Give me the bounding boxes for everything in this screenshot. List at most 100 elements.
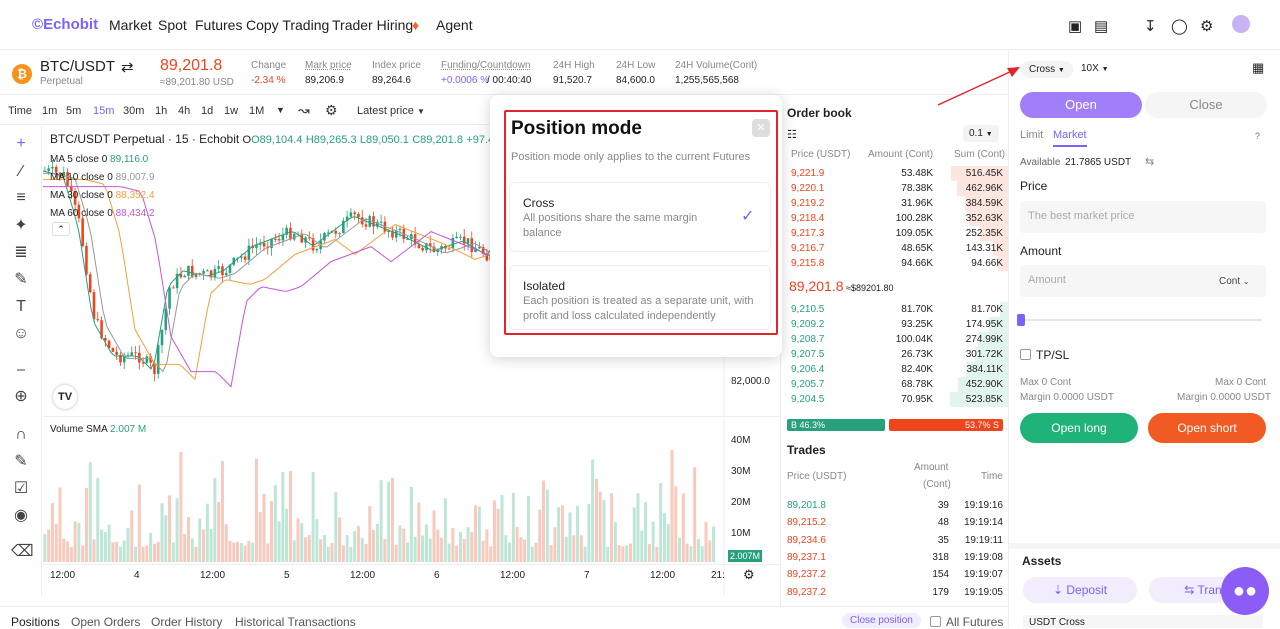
download-icon[interactable]: ↧ <box>1144 18 1157 35</box>
magnet-icon[interactable]: ∩ <box>15 426 27 443</box>
transfer-icon[interactable]: ⇆ <box>1145 156 1155 168</box>
deposit-button[interactable]: ⇣ Deposit <box>1023 577 1137 603</box>
precision-select[interactable]: 0.1 ▼ <box>963 125 999 142</box>
order-book: Order book ☷ 0.1 ▼ Price (USDT) Amount (… <box>780 97 1009 607</box>
limit-tab[interactable]: Limit <box>1020 129 1044 141</box>
interval-1w[interactable]: 1w <box>224 105 239 117</box>
tab-historical-transactions[interactable]: Historical Transactions <box>235 615 356 629</box>
settings-icon[interactable]: ⚙ <box>325 102 338 118</box>
ask-row[interactable]: 9,217.3 109.05K 252.35K <box>781 226 1009 241</box>
candle-body <box>462 236 466 244</box>
swap-icon[interactable]: ⇄ <box>121 59 134 76</box>
tab-order-history[interactable]: Order History <box>151 615 223 629</box>
close-position-button[interactable]: Close position <box>842 613 921 628</box>
bid-row[interactable]: 9,208.7 100.04K 274.99K <box>781 332 1009 347</box>
collapse-legend-icon[interactable]: ⌃ <box>52 222 70 236</box>
eye-icon[interactable]: ◉ <box>14 507 28 524</box>
orders-icon[interactable]: ▤ <box>1094 18 1109 35</box>
isolated-option[interactable]: Isolated Each position is treated as a s… <box>509 265 771 330</box>
indicator-icon[interactable]: ↝ <box>298 102 310 118</box>
open-short-button[interactable]: Open short <box>1148 413 1266 443</box>
interval-30m[interactable]: 30m <box>123 105 145 117</box>
bid-row[interactable]: 9,206.4 82.40K 384.11K <box>781 362 1009 377</box>
leverage-select[interactable]: 10X ▼ <box>1081 63 1109 74</box>
interval-1m[interactable]: 1m <box>42 105 58 117</box>
trendline-icon[interactable]: ∕ <box>19 163 23 180</box>
tab-positions[interactable]: Positions <box>11 615 60 629</box>
interval-time[interactable]: Time <box>8 105 33 117</box>
interval-15m[interactable]: 15m <box>93 105 115 117</box>
amount-unit-select[interactable]: Cont ⌄ <box>1219 276 1250 287</box>
open-long-button[interactable]: Open long <box>1020 413 1138 443</box>
ask-row[interactable]: 9,216.7 48.65K 143.31K <box>781 241 1009 256</box>
ask-row[interactable]: 9,215.8 94.66K 94.66K <box>781 256 1009 271</box>
volume-bar <box>443 498 447 562</box>
price-chart[interactable]: BTC/USDT Perpetual · 15 · Echobit OO89,1… <box>43 126 780 596</box>
nav-copy-trading[interactable]: Copy Trading <box>246 17 330 33</box>
echobit-logo[interactable]: ©Echobit <box>32 16 99 33</box>
nav-agent[interactable]: Agent <box>436 17 473 33</box>
margin-mode-select[interactable]: Cross ▼ <box>1021 61 1073 78</box>
price-input[interactable]: The best market price <box>1020 201 1266 233</box>
volume-bar <box>708 540 712 562</box>
bid-row[interactable]: 9,204.5 70.95K 523.85K <box>781 392 1009 407</box>
book-layout-icon[interactable]: ☷ <box>787 129 797 141</box>
lock-icon[interactable]: ☑ <box>13 480 29 497</box>
bid-row[interactable]: 9,207.5 26.73K 301.72K <box>781 347 1009 362</box>
volume-bar <box>164 515 168 562</box>
lock-drawing-icon[interactable]: ✎ <box>14 453 28 470</box>
chat-icon[interactable]: ●● <box>1221 567 1269 615</box>
text-icon[interactable]: T <box>16 298 26 315</box>
emoji-icon[interactable]: ☺ <box>12 325 30 342</box>
fib-icon[interactable]: ≣ <box>14 244 28 261</box>
brush-icon[interactable]: ✎ <box>14 271 28 288</box>
horizontal-lines-icon[interactable]: ≡ <box>16 189 26 206</box>
interval-dropdown-icon[interactable]: ▼ <box>276 105 285 115</box>
calculator-icon[interactable]: ▦ <box>1252 60 1265 75</box>
wallet-icon[interactable]: ▣ <box>1068 18 1083 35</box>
chart-canvas[interactable] <box>43 126 780 596</box>
help-icon[interactable]: ? <box>1255 131 1261 141</box>
amount-input[interactable]: Amount <box>1020 265 1266 297</box>
interval-4h[interactable]: 4h <box>178 105 191 117</box>
ask-row[interactable]: 9,221.9 53.48K 516.45K <box>781 166 1009 181</box>
trash-icon[interactable]: ⌫ <box>11 543 34 560</box>
tab-open-orders[interactable]: Open Orders <box>71 615 141 629</box>
all-futures-checkbox[interactable] <box>930 616 941 627</box>
interval-5m[interactable]: 5m <box>66 105 82 117</box>
pair-name[interactable]: BTC/USDT <box>40 58 115 75</box>
market-tab[interactable]: Market <box>1053 129 1087 147</box>
tpsl-checkbox[interactable] <box>1020 349 1031 360</box>
amount-slider[interactable] <box>1020 319 1262 321</box>
zoom-icon[interactable]: ⊕ <box>14 388 28 405</box>
interval-1h[interactable]: 1h <box>155 105 168 117</box>
nav-futures[interactable]: Futures <box>195 17 243 33</box>
ask-row[interactable]: 9,218.4 100.28K 352.63K <box>781 211 1009 226</box>
nav-trader-hiring[interactable]: Trader Hiring <box>332 17 414 33</box>
latest-price-select[interactable]: Latest price ▼ <box>357 105 425 117</box>
globe-icon[interactable]: ◯ <box>1171 18 1188 35</box>
bid-row[interactable]: 9,205.7 68.78K 452.90K <box>781 377 1009 392</box>
crosshair-icon[interactable]: + <box>16 135 26 152</box>
cross-option[interactable]: Cross All positions share the same margi… <box>509 182 771 252</box>
ask-row[interactable]: 9,220.1 78.38K 462.96K <box>781 181 1009 196</box>
ruler-icon[interactable]: ⎯ <box>16 361 25 378</box>
bid-row[interactable]: 9,210.5 81.70K 81.70K <box>781 302 1009 317</box>
close-tab[interactable]: Close <box>1145 92 1267 118</box>
slider-handle[interactable] <box>1017 314 1025 326</box>
nav-market[interactable]: Market <box>109 17 152 33</box>
bid-row[interactable]: 9,209.2 93.25K 174.95K <box>781 317 1009 332</box>
avatar[interactable] <box>1232 15 1250 33</box>
open-tab[interactable]: Open <box>1020 92 1142 118</box>
chart-settings-icon[interactable]: ⚙ <box>743 567 755 582</box>
interval-1d[interactable]: 1d <box>201 105 214 117</box>
asset-account-select[interactable]: USDT Cross <box>1023 615 1263 628</box>
interval-1M[interactable]: 1M <box>249 105 265 117</box>
modal-subtitle: Position mode only applies to the curren… <box>511 151 751 163</box>
ask-row[interactable]: 9,219.2 31.96K 384.59K <box>781 196 1009 211</box>
pattern-icon[interactable]: ✦ <box>14 217 28 234</box>
gear-icon[interactable]: ⚙ <box>1200 18 1214 35</box>
nav-spot[interactable]: Spot <box>158 17 187 33</box>
close-icon[interactable]: ✕ <box>752 119 770 137</box>
chevron-down-icon: ▼ <box>1057 67 1065 74</box>
